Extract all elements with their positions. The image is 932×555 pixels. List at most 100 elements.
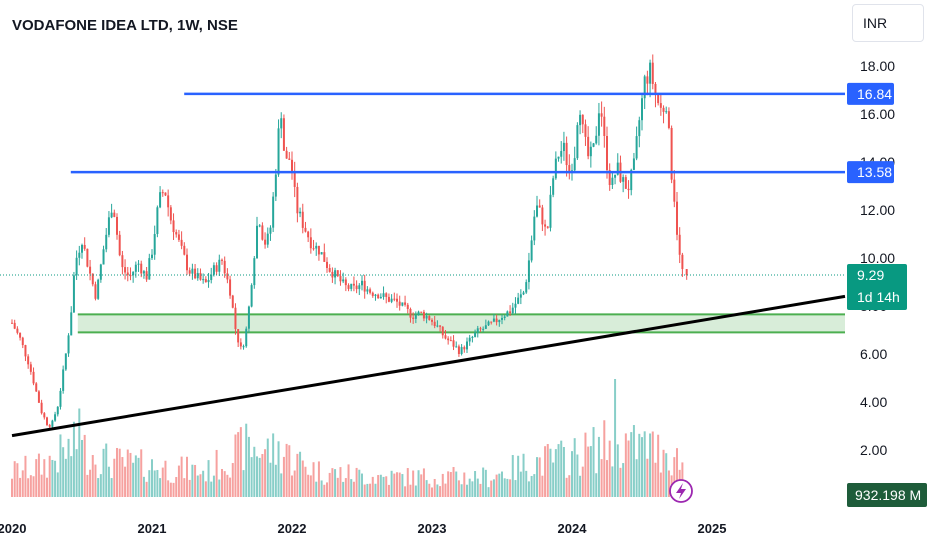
volume-bar <box>455 471 458 497</box>
candle-body <box>37 391 40 403</box>
candle-body <box>177 234 180 240</box>
x-tick-label: 2024 <box>558 521 588 536</box>
candle-body <box>226 273 229 280</box>
volume-bar <box>396 472 398 497</box>
candle-body <box>326 261 328 268</box>
candle-body <box>134 264 137 272</box>
volume-bar <box>501 471 503 497</box>
candle-body <box>479 328 482 330</box>
candle-body <box>188 270 191 274</box>
volume-bar <box>627 440 630 497</box>
volume-bar <box>296 453 299 497</box>
volume-bar <box>363 484 366 497</box>
candle-body <box>501 317 503 320</box>
volume-bar <box>597 436 600 497</box>
volume-bar <box>600 459 603 497</box>
candle-body <box>215 265 218 272</box>
volume-bar <box>417 470 420 497</box>
candle-body <box>616 162 619 175</box>
volume-bar <box>603 420 606 497</box>
volume-bar <box>369 483 372 497</box>
candle-body <box>16 328 19 333</box>
volume-bar <box>282 456 285 497</box>
volume-bar <box>231 463 234 497</box>
volume-bar <box>277 441 280 497</box>
x-tick-label: 2023 <box>418 521 447 536</box>
candle-body <box>632 158 635 170</box>
volume-bar <box>48 455 51 497</box>
volume-bar <box>632 425 635 497</box>
volume-bar <box>137 457 140 497</box>
candle-body <box>272 196 275 228</box>
volume-bar <box>659 472 662 497</box>
volume-bar <box>492 479 495 497</box>
candle-body <box>269 227 272 234</box>
volume-bar <box>630 432 633 497</box>
candle-body <box>145 271 148 280</box>
candle-body <box>223 260 226 274</box>
candle-body <box>457 346 460 354</box>
volume-bar <box>234 434 237 497</box>
candle-body <box>460 347 463 354</box>
volume-bar <box>67 438 70 497</box>
lightning-bolt-icon[interactable] <box>669 479 693 503</box>
currency-selector[interactable]: INR <box>852 4 924 42</box>
candle-body <box>48 424 51 427</box>
volume-bar <box>218 479 221 497</box>
volume-bar <box>476 478 479 497</box>
candle-body <box>107 217 110 235</box>
volume-bar <box>264 449 267 497</box>
candle-body <box>126 272 129 276</box>
y-tick-label: 12.00 <box>860 202 895 218</box>
volume-bar <box>107 466 110 497</box>
volume-bar <box>643 431 646 497</box>
volume-bar <box>571 451 573 497</box>
volume-bar <box>159 478 162 497</box>
volume-bar <box>676 448 678 497</box>
candle-body <box>317 245 320 255</box>
y-tick-label: 16.00 <box>860 106 895 122</box>
volume-bar <box>514 480 517 497</box>
volume-bar <box>536 457 538 497</box>
volume-bar <box>439 486 442 497</box>
candle-body <box>266 233 269 245</box>
candle-body <box>210 274 213 281</box>
candle-body <box>506 311 509 317</box>
candle-body <box>186 254 188 271</box>
volume-bar <box>573 438 576 497</box>
volume-bar <box>374 483 377 497</box>
volume-bar <box>307 474 310 497</box>
axis-tags-layer: 16.84 13.58 9.29 1d 14h 932.198 M <box>669 82 927 507</box>
candle-body <box>11 322 13 324</box>
volume-bar <box>457 480 460 497</box>
candle-body <box>630 169 633 191</box>
candle-body <box>309 237 312 249</box>
volume-bar <box>414 485 417 497</box>
candle-body <box>202 279 205 281</box>
candle-body <box>256 225 258 259</box>
volume-bar <box>638 433 641 497</box>
candle-body <box>307 231 310 238</box>
volume-bar <box>608 440 611 497</box>
candle-body <box>538 205 541 208</box>
candle-body <box>315 245 318 249</box>
volume-bar <box>581 466 584 497</box>
candle-body <box>482 328 485 330</box>
volume-bar <box>46 477 48 497</box>
volume-bar <box>226 474 229 497</box>
candle-body <box>447 338 450 341</box>
time-axis: 2020 2021 2022 2023 2024 2025 <box>0 521 726 536</box>
volume-bar <box>199 474 202 497</box>
volume-bar <box>99 474 102 497</box>
candle-body <box>452 340 455 347</box>
volume-bar <box>110 478 113 497</box>
candle-body <box>27 356 30 365</box>
candle-body <box>527 260 530 283</box>
candle-body <box>67 335 70 354</box>
candle-body <box>385 293 388 297</box>
volume-bar <box>506 478 509 497</box>
candle-body <box>627 188 630 191</box>
candle-body <box>517 297 520 304</box>
volume-bar <box>587 446 590 497</box>
